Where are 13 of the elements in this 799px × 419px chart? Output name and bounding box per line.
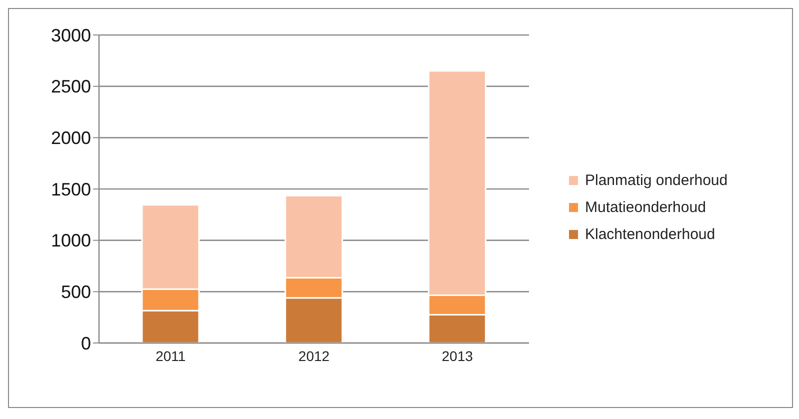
y-tick-label: 2500 — [50, 76, 91, 97]
x-tick-label: 2012 — [298, 348, 330, 364]
y-tick-label: 3000 — [50, 25, 91, 46]
y-tick-label: 0 — [80, 333, 91, 354]
x-tick-label: 2011 — [156, 348, 186, 364]
legend-label: Planmatig onderhoud — [585, 172, 728, 188]
y-tick-label: 1000 — [50, 230, 91, 251]
y-tick-label: 1500 — [50, 179, 91, 200]
y-tick-label: 2000 — [50, 128, 91, 148]
x-tick-label: 2013 — [442, 348, 474, 364]
legend-label: Klachtenonderhoud — [585, 226, 716, 242]
legend-label: Mutatieonderhoud — [585, 198, 706, 216]
y-tick-label: 500 — [60, 282, 91, 302]
